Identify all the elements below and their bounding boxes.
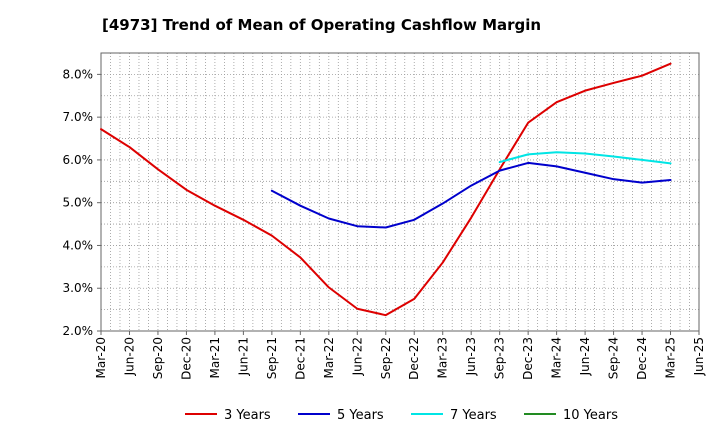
x-tick-label: Sep-20 (151, 337, 165, 379)
legend: 3 Years 5 Years 7 Years 10 Years (185, 408, 618, 423)
x-tick-label: Mar-21 (208, 337, 222, 378)
chart-title: [4973] Trend of Mean of Operating Cashfl… (102, 16, 541, 34)
x-tick-label: Mar-20 (94, 337, 108, 378)
y-tick-label: 4.0% (63, 238, 94, 252)
x-tick-label: Sep-21 (265, 337, 279, 379)
series-lines (100, 62, 672, 317)
legend-label-5-years: 5 Years (337, 408, 384, 423)
x-tick-label: Jun-25 (692, 337, 706, 376)
x-tick-label: Jun-20 (122, 337, 136, 376)
y-tick-label: 7.0% (63, 110, 94, 124)
y-tick-label: 2.0% (63, 324, 94, 338)
x-axis: Mar-20 Jun-20 Sep-20 Dec-20 Mar-21 Jun-21 Sep-… (94, 331, 706, 380)
legend-label-7-years: 7 Years (450, 408, 497, 423)
x-tick-label: Mar-24 (550, 337, 564, 378)
y-tick-label: 5.0% (63, 196, 94, 210)
x-tick-label: Jun-24 (578, 337, 592, 376)
x-tick-label: Dec-24 (635, 337, 649, 380)
y-axis: 2.0% 3.0% 4.0% 5.0% 6.0% 7.0% 8.0% (63, 67, 101, 338)
series-line-7-years (498, 151, 672, 165)
x-tick-label: Sep-23 (493, 337, 507, 379)
x-tick-label: Jun-22 (350, 337, 364, 376)
x-tick-label: Dec-20 (179, 337, 193, 380)
legend-label-10-years: 10 Years (563, 408, 618, 423)
x-tick-label: Jun-21 (236, 337, 250, 376)
x-tick-label: Dec-23 (521, 337, 535, 380)
x-tick-label: Sep-24 (607, 337, 621, 379)
grid (101, 53, 699, 331)
plot-area (100, 52, 700, 332)
series-line-3-years (100, 62, 672, 317)
x-tick-label: Dec-21 (293, 337, 307, 380)
x-tick-label: Mar-23 (436, 337, 450, 378)
x-tick-label: Sep-22 (379, 337, 393, 379)
x-tick-label: Dec-22 (407, 337, 421, 380)
y-tick-label: 6.0% (63, 153, 94, 167)
x-tick-label: Mar-25 (664, 337, 678, 378)
y-tick-label: 3.0% (63, 281, 94, 295)
x-tick-label: Jun-23 (464, 337, 478, 376)
series-line-5-years (270, 161, 672, 229)
x-tick-label: Mar-22 (322, 337, 336, 378)
legend-label-3-years: 3 Years (224, 408, 271, 423)
y-tick-label: 8.0% (63, 67, 94, 81)
